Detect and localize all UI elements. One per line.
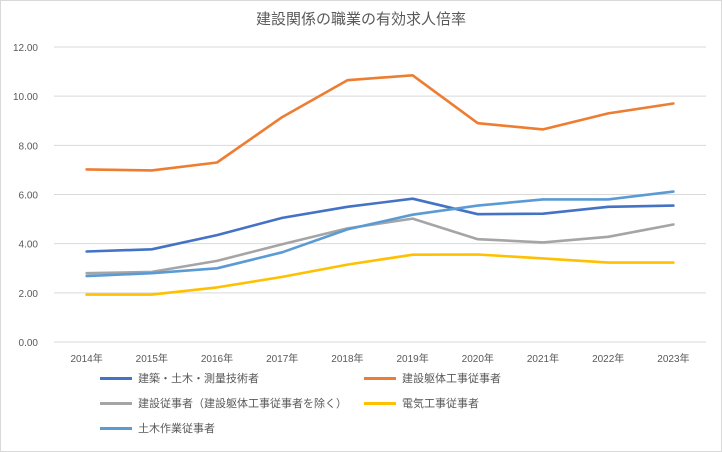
x-tick-label: 2017年 [266, 352, 298, 365]
x-axis-ticks: 2014年 2015年 2016年 2017年 2018年 2019年 2020年 2021年… [70, 352, 689, 365]
x-tick-label: 2015年 [136, 352, 168, 365]
chart-title: 建設関係の職業の有効求人倍率 [255, 10, 466, 28]
x-tick-label: 2023年 [657, 352, 689, 365]
x-tick-label: 2018年 [331, 352, 363, 365]
y-tick-label: 0.00 [19, 338, 39, 349]
series-lines [85, 74, 675, 296]
x-tick-label: 2014年 [70, 352, 102, 365]
y-tick-label: 4.00 [19, 240, 39, 251]
gridlines [54, 46, 706, 343]
x-tick-label: 2016年 [201, 352, 233, 365]
series-line-1 [85, 74, 675, 172]
y-axis-ticks: 0.00 2.00 4.00 6.00 8.00 10.00 12.00 [13, 43, 38, 349]
series-line-0 [85, 197, 675, 253]
x-tick-label: 2021年 [527, 352, 559, 365]
series-line-2 [85, 217, 675, 275]
series-line-3 [85, 253, 675, 296]
series-line-4 [85, 190, 675, 278]
y-tick-label: 12.00 [13, 43, 38, 54]
y-tick-label: 8.00 [19, 141, 39, 152]
y-tick-label: 10.00 [13, 92, 38, 103]
x-tick-label: 2020年 [462, 352, 494, 365]
x-tick-label: 2019年 [396, 352, 428, 365]
y-tick-label: 6.00 [19, 191, 39, 202]
y-tick-label: 2.00 [19, 289, 39, 300]
x-tick-label: 2022年 [592, 352, 624, 365]
